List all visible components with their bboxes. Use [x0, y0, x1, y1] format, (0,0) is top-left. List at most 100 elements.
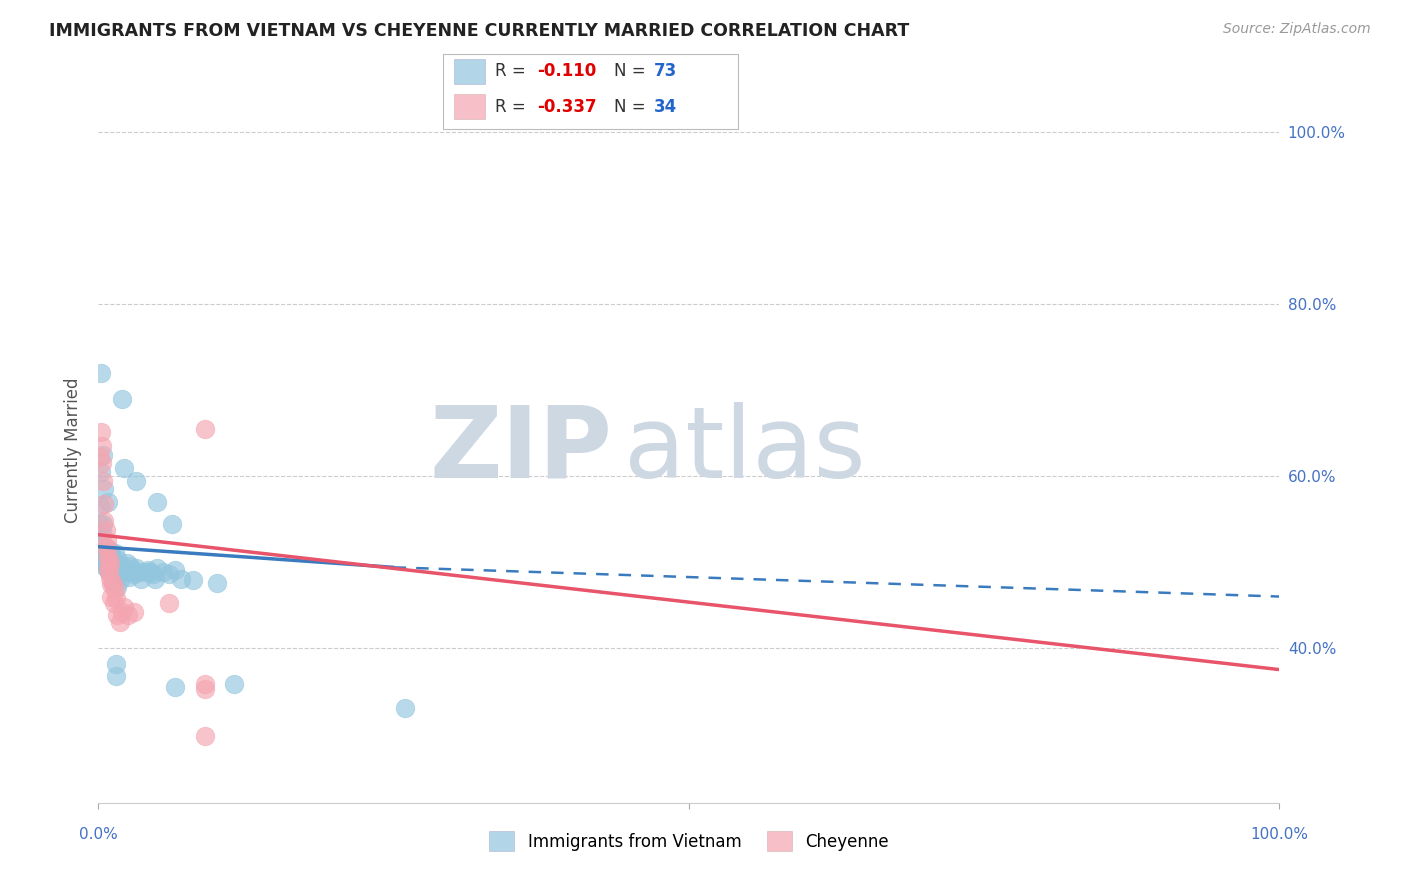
Point: [90, 366, 112, 380]
Point: [97, 563, 120, 577]
Point: [91, 545, 114, 559]
Point: [101, 554, 124, 568]
Point: [108, 615, 131, 630]
Point: [115, 556, 138, 570]
Point: [194, 729, 217, 743]
Point: [105, 580, 128, 594]
Point: [103, 572, 125, 586]
Point: [105, 608, 128, 623]
Point: [108, 573, 131, 587]
Point: [100, 548, 122, 562]
Point: [91, 525, 114, 540]
Point: [125, 561, 148, 575]
Point: [105, 563, 128, 577]
Point: [91, 474, 114, 488]
Point: [98, 571, 121, 585]
Point: [139, 565, 162, 579]
Text: N =: N =: [614, 62, 651, 80]
Point: [93, 497, 115, 511]
Point: [93, 482, 115, 496]
Text: 73: 73: [654, 62, 678, 80]
Point: [89, 529, 111, 543]
Point: [91, 516, 114, 531]
Point: [93, 514, 115, 528]
Point: [205, 575, 228, 590]
Point: [97, 495, 120, 509]
Point: [96, 541, 118, 556]
Point: [157, 596, 180, 610]
Point: [122, 605, 145, 619]
Point: [112, 563, 135, 577]
Point: [157, 567, 180, 582]
Point: [120, 558, 142, 573]
Point: [100, 576, 122, 591]
Point: [165, 563, 187, 577]
Point: [146, 495, 169, 509]
Point: [96, 542, 118, 557]
Point: [117, 565, 139, 579]
Point: [170, 572, 193, 586]
Point: [165, 680, 187, 694]
Point: [94, 554, 117, 568]
Point: [96, 533, 118, 548]
Point: [111, 558, 134, 573]
Point: [94, 546, 117, 560]
Point: [104, 582, 127, 597]
Point: [105, 668, 128, 682]
Point: [90, 465, 112, 479]
Text: R =: R =: [495, 62, 531, 80]
Point: [97, 550, 120, 565]
Point: [97, 562, 120, 576]
Point: [105, 657, 128, 671]
Point: [107, 552, 129, 566]
Text: 100.0%: 100.0%: [1250, 828, 1309, 842]
Legend: Immigrants from Vietnam, Cheyenne: Immigrants from Vietnam, Cheyenne: [482, 824, 896, 858]
Point: [105, 567, 128, 582]
Text: -0.337: -0.337: [537, 98, 596, 116]
Text: ZIP: ZIP: [429, 402, 612, 499]
Point: [125, 474, 148, 488]
Point: [91, 536, 114, 550]
Point: [98, 554, 121, 568]
Point: [89, 450, 111, 465]
Point: [101, 575, 124, 590]
Point: [143, 572, 166, 586]
Point: [194, 682, 217, 697]
Point: [98, 544, 121, 558]
Point: [146, 561, 169, 575]
Point: [97, 549, 120, 564]
Point: [98, 557, 121, 571]
Point: [91, 456, 114, 470]
Point: [135, 565, 157, 579]
Point: [136, 563, 159, 577]
Text: 34: 34: [654, 98, 678, 116]
Point: [100, 590, 122, 604]
Y-axis label: Currently Married: Currently Married: [63, 377, 82, 524]
Point: [122, 567, 145, 582]
Point: [194, 422, 217, 436]
Point: [121, 563, 143, 577]
Point: [111, 605, 134, 619]
Point: [98, 565, 121, 579]
Text: Source: ZipAtlas.com: Source: ZipAtlas.com: [1223, 22, 1371, 37]
Point: [111, 392, 134, 406]
Point: [104, 546, 127, 560]
Point: [117, 608, 139, 623]
Text: 0.0%: 0.0%: [79, 828, 118, 842]
Point: [103, 558, 125, 573]
Point: [94, 540, 117, 554]
Point: [89, 500, 111, 514]
Point: [90, 549, 112, 563]
Point: [128, 565, 150, 579]
Point: [93, 558, 115, 573]
Point: [224, 677, 246, 691]
Point: [160, 516, 183, 531]
Point: [94, 523, 117, 537]
Point: [101, 576, 124, 591]
Point: [98, 558, 121, 573]
Point: [129, 572, 152, 586]
Point: [91, 439, 114, 453]
Point: [194, 677, 217, 691]
Point: [98, 553, 121, 567]
Text: R =: R =: [495, 98, 531, 116]
